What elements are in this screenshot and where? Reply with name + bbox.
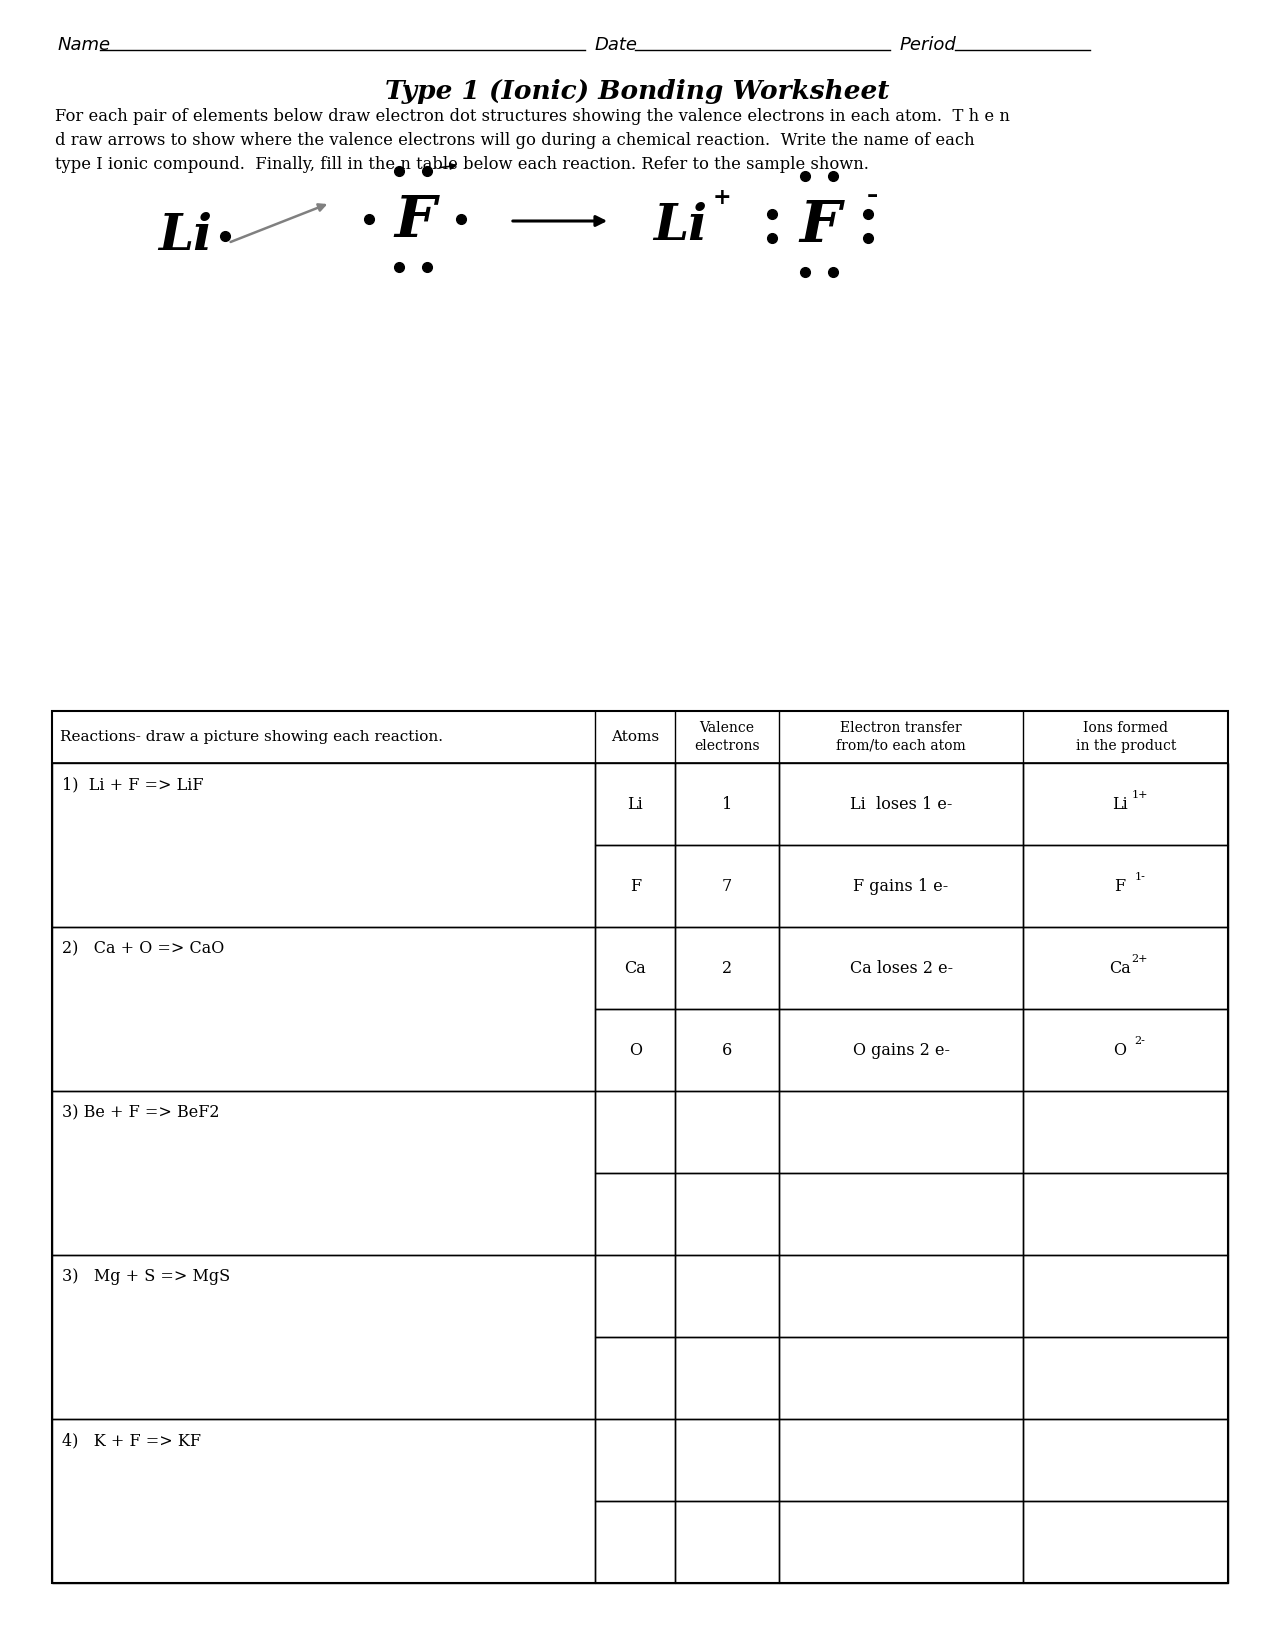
Text: Valence
electrons: Valence electrons bbox=[694, 721, 760, 753]
Text: 4)   K + F => KF: 4) K + F => KF bbox=[62, 1431, 201, 1450]
Text: O gains 2 e-: O gains 2 e- bbox=[853, 1042, 950, 1058]
Bar bbox=[595, 926, 676, 1009]
Bar bbox=[52, 712, 1228, 1583]
Bar bbox=[676, 1501, 779, 1583]
Bar bbox=[1024, 1255, 1228, 1337]
Text: Reactions- draw a picture showing each reaction.: Reactions- draw a picture showing each r… bbox=[60, 730, 442, 745]
Bar bbox=[595, 1255, 676, 1337]
Bar bbox=[595, 1418, 676, 1501]
Text: 3)   Mg + S => MgS: 3) Mg + S => MgS bbox=[62, 1268, 230, 1284]
Bar bbox=[779, 1091, 1024, 1172]
Bar bbox=[779, 1009, 1024, 1091]
Bar bbox=[676, 1255, 779, 1337]
Text: 1+: 1+ bbox=[1131, 789, 1148, 801]
Text: +: + bbox=[713, 187, 732, 210]
Text: Ca: Ca bbox=[1109, 959, 1131, 976]
Bar bbox=[52, 926, 595, 1091]
Text: O: O bbox=[1113, 1042, 1126, 1058]
Bar bbox=[1024, 1009, 1228, 1091]
Text: 2)   Ca + O => CaO: 2) Ca + O => CaO bbox=[62, 939, 224, 958]
Bar bbox=[1024, 926, 1228, 1009]
Text: For each pair of elements below draw electron dot structures showing the valence: For each pair of elements below draw ele… bbox=[55, 107, 1010, 173]
Text: Li: Li bbox=[1112, 796, 1127, 812]
Text: 7: 7 bbox=[722, 877, 732, 895]
Bar bbox=[595, 1337, 676, 1418]
Text: F: F bbox=[1114, 877, 1126, 895]
Bar bbox=[676, 763, 779, 845]
Text: Name: Name bbox=[57, 36, 111, 54]
Bar bbox=[1024, 845, 1228, 926]
Bar bbox=[595, 1501, 676, 1583]
Bar bbox=[779, 1418, 1024, 1501]
Text: Li: Li bbox=[627, 796, 643, 812]
Text: Electron transfer
from/to each atom: Electron transfer from/to each atom bbox=[836, 721, 966, 753]
Text: Ca: Ca bbox=[625, 959, 646, 976]
Bar bbox=[595, 1009, 676, 1091]
Bar bbox=[1024, 1337, 1228, 1418]
Bar bbox=[779, 1337, 1024, 1418]
Bar bbox=[52, 712, 1228, 763]
Text: F: F bbox=[630, 877, 641, 895]
Bar bbox=[676, 1337, 779, 1418]
Text: Li  loses 1 e-: Li loses 1 e- bbox=[850, 796, 952, 812]
Bar bbox=[595, 1091, 676, 1172]
Text: Ca loses 2 e-: Ca loses 2 e- bbox=[849, 959, 952, 976]
Text: 6: 6 bbox=[722, 1042, 732, 1058]
Bar bbox=[1024, 763, 1228, 845]
Text: 1-: 1- bbox=[1135, 872, 1145, 882]
Text: F: F bbox=[799, 198, 840, 254]
Text: Li: Li bbox=[653, 201, 708, 251]
Bar bbox=[779, 763, 1024, 845]
Text: 1)  Li + F => LiF: 1) Li + F => LiF bbox=[62, 776, 204, 792]
Bar bbox=[779, 1501, 1024, 1583]
Bar bbox=[52, 763, 595, 926]
Text: Ions formed
in the product: Ions formed in the product bbox=[1076, 721, 1176, 753]
Text: 2-: 2- bbox=[1135, 1035, 1145, 1047]
Bar bbox=[595, 763, 676, 845]
Text: F: F bbox=[394, 193, 436, 249]
Bar bbox=[52, 1418, 595, 1583]
Text: 2: 2 bbox=[722, 959, 732, 976]
Text: O: O bbox=[629, 1042, 641, 1058]
Bar bbox=[676, 1009, 779, 1091]
Bar bbox=[676, 926, 779, 1009]
Bar bbox=[779, 1172, 1024, 1255]
Text: –: – bbox=[867, 185, 877, 206]
Text: 3) Be + F => BeF2: 3) Be + F => BeF2 bbox=[62, 1105, 219, 1121]
Bar bbox=[779, 1255, 1024, 1337]
Text: 2+: 2+ bbox=[1131, 954, 1148, 964]
Text: Period: Period bbox=[900, 36, 956, 54]
Bar bbox=[52, 1091, 595, 1255]
Bar bbox=[779, 845, 1024, 926]
Bar bbox=[1024, 1172, 1228, 1255]
Text: Date: Date bbox=[595, 36, 638, 54]
Text: Type 1 (Ionic) Bonding Worksheet: Type 1 (Ionic) Bonding Worksheet bbox=[385, 79, 889, 104]
Bar bbox=[52, 1255, 595, 1418]
Text: F gains 1 e-: F gains 1 e- bbox=[853, 877, 949, 895]
Bar bbox=[1024, 1418, 1228, 1501]
Bar bbox=[1024, 1091, 1228, 1172]
Text: Li: Li bbox=[158, 211, 212, 261]
Text: 1: 1 bbox=[722, 796, 732, 812]
Bar bbox=[779, 926, 1024, 1009]
Text: Atoms: Atoms bbox=[611, 730, 659, 745]
Bar bbox=[676, 1172, 779, 1255]
Bar bbox=[595, 1172, 676, 1255]
Bar bbox=[676, 1091, 779, 1172]
Bar bbox=[595, 845, 676, 926]
Bar bbox=[676, 1418, 779, 1501]
Bar bbox=[676, 845, 779, 926]
Bar bbox=[1024, 1501, 1228, 1583]
